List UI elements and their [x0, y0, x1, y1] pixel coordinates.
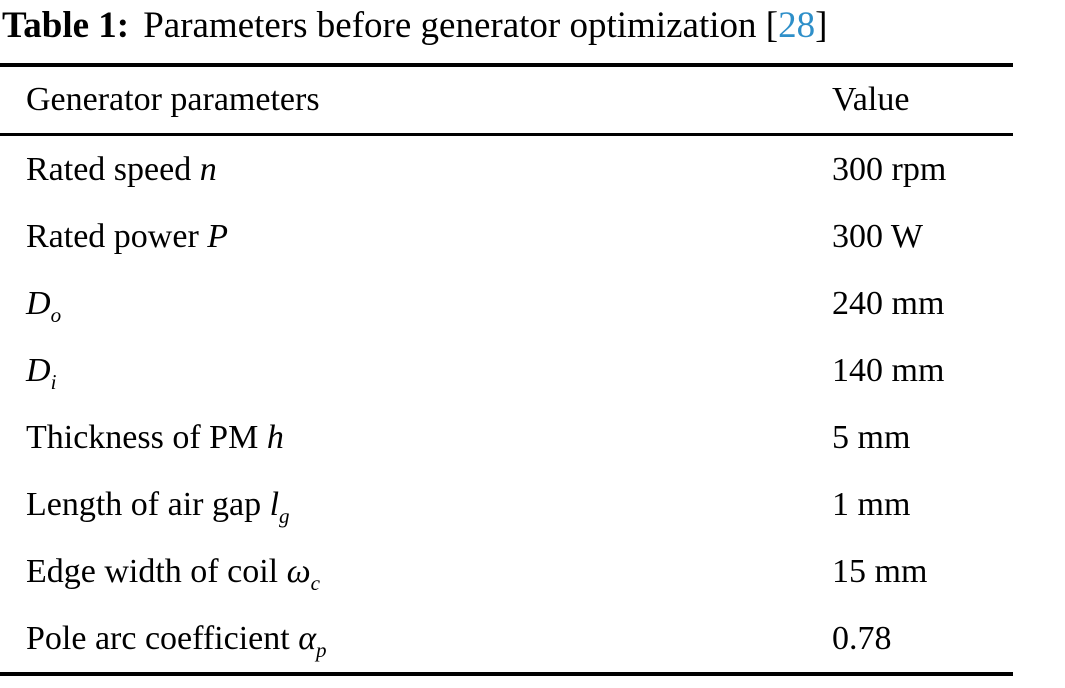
column-header-value: Value [832, 65, 1013, 136]
column-header-parameters: Generator parameters [0, 65, 832, 136]
table-row: Rated power P 300 W [0, 203, 1013, 270]
param-cell: Di [0, 337, 832, 404]
value-cell: 240 mm [832, 284, 945, 322]
value-cell: 0.78 [832, 619, 892, 657]
param-cell: Length of air gap lg [0, 471, 832, 538]
param-subscript: p [316, 637, 327, 662]
caption-text: Parameters before generator optimization [143, 5, 757, 46]
citation-number[interactable]: 28 [778, 5, 816, 46]
table-row: Pole arc coefficient αp 0.78 [0, 605, 1013, 674]
param-symbol: n [199, 150, 217, 188]
param-cell: Thickness of PM h [0, 404, 832, 471]
value-cell: 140 mm [832, 351, 945, 389]
param-cell: Rated power P [0, 203, 832, 270]
table-caption: Table 1: Parameters before generator opti… [2, 4, 1065, 48]
table-number: Table 1: [2, 5, 130, 46]
citation-bracket-open: [ [765, 5, 779, 46]
table-row: Edge width of coil ωc 15 mm [0, 538, 1013, 605]
param-symbol: D [26, 351, 51, 389]
param-label: Rated power [26, 217, 199, 255]
citation-bracket-close: ] [815, 5, 828, 46]
param-label: Pole arc coefficient [26, 619, 290, 657]
header-row: Generator parameters Value [0, 65, 1013, 136]
value-cell: 300 rpm [832, 150, 947, 188]
param-symbol: α [298, 619, 317, 657]
table-row: Rated speed n 300 rpm [0, 135, 1013, 204]
param-symbol: l [269, 485, 280, 523]
param-subscript: o [50, 302, 62, 327]
table-row: Thickness of PM h 5 mm [0, 404, 1013, 471]
param-cell: Pole arc coefficient αp [0, 605, 832, 674]
param-subscript: g [279, 503, 290, 528]
param-cell: Do [0, 270, 832, 337]
citation[interactable]: [28] [766, 5, 828, 46]
table-body: Rated speed n 300 rpm Rated power P 300 … [0, 135, 1013, 675]
param-label: Thickness of PM [26, 418, 259, 456]
param-symbol: h [266, 418, 284, 456]
param-subscript: i [50, 369, 57, 394]
param-symbol: ω [286, 552, 311, 590]
param-cell: Edge width of coil ωc [0, 538, 832, 605]
value-cell: 300 W [832, 217, 923, 255]
param-symbol: P [207, 217, 229, 255]
table-header: Generator parameters Value [0, 65, 1013, 136]
parameters-table: Generator parameters Value Rated speed n… [0, 63, 1013, 676]
param-cell: Rated speed n [0, 135, 832, 204]
param-symbol: D [26, 284, 51, 322]
table-row: Length of air gap lg 1 mm [0, 471, 1013, 538]
param-label: Rated speed [26, 150, 192, 188]
table-row: Do 240 mm [0, 270, 1013, 337]
table-row: Di 140 mm [0, 337, 1013, 404]
value-cell: 15 mm [832, 552, 928, 590]
param-subscript: c [310, 570, 320, 595]
value-cell: 1 mm [832, 485, 911, 523]
param-label: Length of air gap [26, 485, 262, 523]
param-label: Edge width of coil [26, 552, 279, 590]
value-cell: 5 mm [832, 418, 911, 456]
